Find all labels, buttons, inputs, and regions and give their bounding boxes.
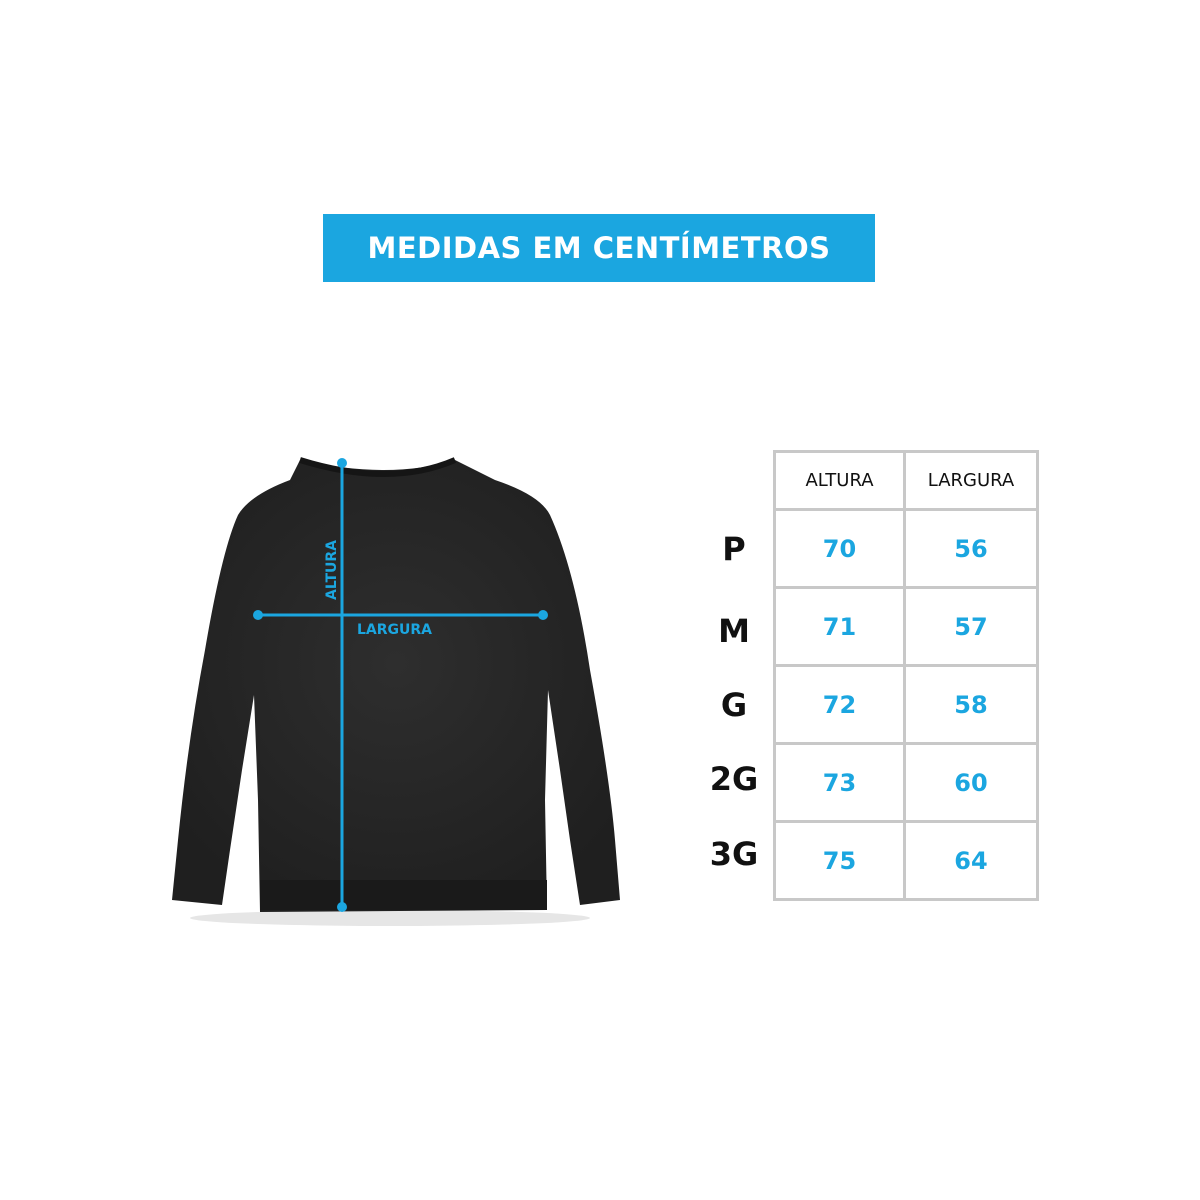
altura-cell: 72 [773, 664, 906, 745]
altura-label: ALTURA [324, 540, 340, 600]
altura-measure-line [337, 458, 347, 912]
size-label-g: G [720, 686, 748, 724]
size-label-2g: 2G [709, 760, 759, 798]
largura-cell: 64 [903, 820, 1039, 901]
altura-cell: 70 [773, 508, 906, 589]
sweatshirt-image [172, 460, 620, 912]
size-label-m: M [718, 612, 750, 650]
header-largura: LARGURA [903, 450, 1039, 511]
table-row: 70 56 [773, 508, 1039, 589]
size-table: ALTURA LARGURA 70 56 71 57 72 58 73 60 75 64 [773, 450, 1039, 901]
largura-measure-line [253, 610, 548, 620]
size-label-p: P [722, 530, 746, 568]
largura-cell: 56 [903, 508, 1039, 589]
largura-label: LARGURA [357, 622, 432, 638]
title-banner: MEDIDAS EM CENTÍMETROS [323, 214, 875, 282]
table-row: 73 60 [773, 742, 1039, 823]
largura-cell: 58 [903, 664, 1039, 745]
table-row: 75 64 [773, 820, 1039, 901]
altura-cell: 71 [773, 586, 906, 667]
header-altura: ALTURA [773, 450, 906, 511]
largura-cell: 60 [903, 742, 1039, 823]
altura-cell: 75 [773, 820, 906, 901]
table-row: 72 58 [773, 664, 1039, 745]
table-header-row: ALTURA LARGURA [773, 450, 1039, 511]
table-row: 71 57 [773, 586, 1039, 667]
sweatshirt-diagram: ALTURA LARGURA [172, 457, 620, 926]
largura-cell: 57 [903, 586, 1039, 667]
altura-cell: 73 [773, 742, 906, 823]
size-label-3g: 3G [709, 835, 759, 873]
